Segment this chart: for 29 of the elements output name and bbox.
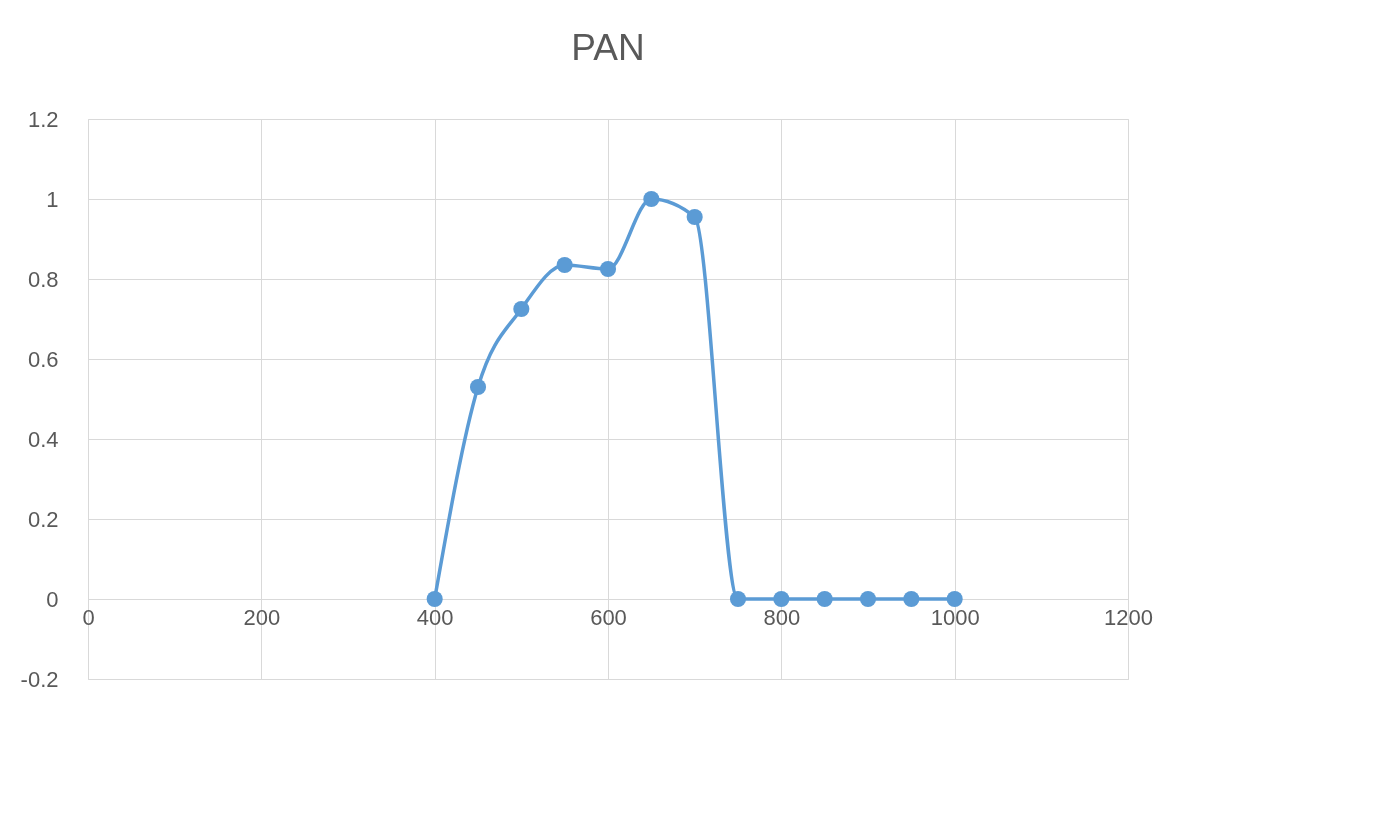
y-tick-label: 1 (46, 186, 59, 212)
y-tick-label: 0.4 (27, 426, 59, 452)
x-tick-label: 400 (416, 604, 454, 630)
point (469, 378, 487, 396)
y-tick-label: 0.2 (27, 506, 59, 532)
point (556, 256, 573, 274)
y-tick-label: 0.8 (27, 266, 59, 292)
point (729, 590, 747, 608)
point (426, 590, 443, 608)
point (773, 590, 790, 608)
y-tick-label: 0 (46, 586, 59, 612)
x-tick-label: 600 (590, 604, 627, 630)
x-tick-label: 0 (82, 604, 95, 630)
chart-title: PAN (571, 27, 645, 68)
point (859, 590, 877, 608)
point (946, 590, 963, 608)
point (686, 208, 703, 226)
x-tick-label: 1200 (1104, 604, 1153, 630)
point (513, 300, 530, 318)
x-tick-label: 1000 (930, 604, 980, 630)
point (816, 590, 833, 608)
point (643, 190, 660, 208)
y-tick-label: 0.6 (27, 346, 59, 372)
y-tick-label: -0.2 (20, 666, 59, 692)
point (599, 260, 617, 278)
x-tick-label: 200 (243, 604, 281, 630)
point (903, 590, 920, 608)
y-tick-label: 1.2 (27, 106, 59, 132)
x-tick-label: 800 (763, 604, 801, 630)
